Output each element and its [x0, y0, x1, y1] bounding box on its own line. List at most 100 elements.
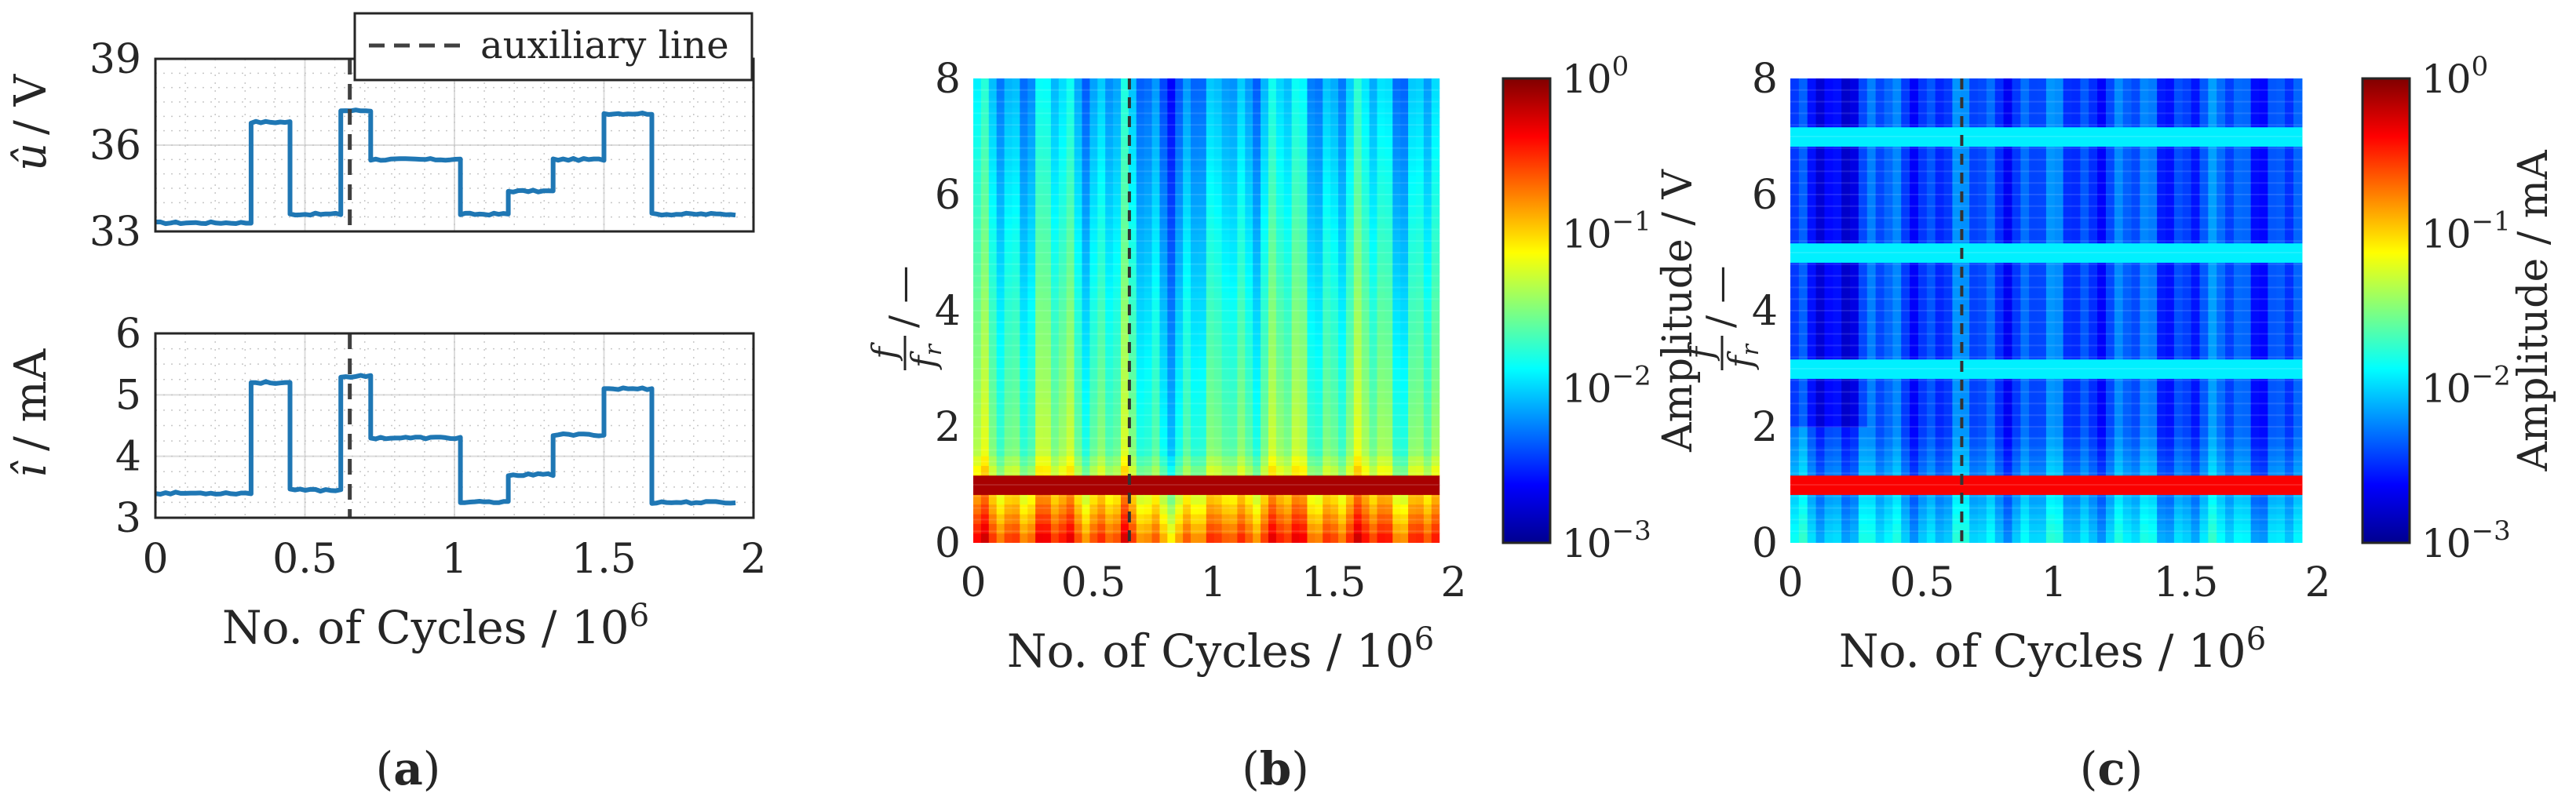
heatmap-cell: [2012, 224, 2021, 234]
heatmap-cell: [996, 340, 1005, 350]
heatmap-cell: [1315, 213, 1323, 224]
heatmap-cell: [1221, 369, 1231, 379]
heatmap-cell: [1884, 146, 1893, 157]
heatmap-cell: [1175, 126, 1184, 137]
heatmap-cell: [1408, 224, 1417, 234]
heatmap-cell: [1369, 504, 1378, 515]
heatmap-cell: [1027, 475, 1036, 486]
heatmap-cell: [1841, 446, 1851, 457]
heatmap-cell: [1408, 369, 1417, 379]
heatmap-cell: [1917, 166, 1928, 176]
heatmap-cell: [1910, 126, 1919, 137]
heatmap-cell: [2054, 494, 2064, 505]
heatmap-cell: [1943, 155, 1954, 166]
heatmap-cell: [1338, 184, 1347, 195]
heatmap-cell: [1035, 262, 1044, 273]
heatmap-cell: [1369, 446, 1378, 457]
heatmap-cell: [1183, 369, 1191, 379]
heatmap-cell: [2045, 359, 2056, 369]
heatmap-cell: [1307, 117, 1315, 128]
heatmap-cell: [1307, 436, 1315, 447]
heatmap-cell: [1917, 107, 1928, 118]
heatmap-cell: [2114, 107, 2124, 118]
heatmap-cell: [2003, 262, 2013, 273]
heatmap-cell: [1151, 417, 1161, 428]
heatmap-cell: [1128, 427, 1137, 437]
heatmap-cell: [1275, 262, 1285, 273]
heatmap-cell: [1268, 204, 1277, 215]
heatmap-cell: [2003, 253, 2013, 263]
heatmap-cell: [1268, 311, 1277, 321]
heatmap-cell: [1884, 311, 1893, 321]
heatmap-cell: [1213, 300, 1223, 311]
heatmap-cell: [1307, 504, 1315, 515]
heatmap-cell: [1901, 88, 1910, 99]
heatmap-cell: [980, 78, 990, 89]
heatmap-cell: [1338, 369, 1347, 379]
heatmap-cell: [1815, 291, 1826, 302]
heatmap-cell: [1159, 242, 1168, 253]
heatmap-cell: [1066, 514, 1075, 524]
heatmap-cell: [980, 388, 990, 399]
heatmap-cell: [1961, 291, 1970, 302]
heatmap-cell: [1020, 146, 1028, 157]
heatmap-cell: [1043, 378, 1052, 389]
heatmap-cell: [1004, 436, 1013, 447]
heatmap-cell: [1307, 88, 1315, 99]
heatmap-cell: [1050, 107, 1060, 118]
heatmap-cell: [1128, 485, 1137, 495]
heatmap-cell: [1408, 213, 1417, 224]
heatmap-cell: [1261, 97, 1269, 108]
heatmap-cell: [1866, 349, 1877, 360]
heatmap-cell: [1043, 195, 1052, 205]
heatmap-cell: [1926, 523, 1936, 534]
heatmap-cell: [2063, 407, 2073, 418]
heatmap-cell: [1245, 213, 1253, 224]
heatmap-cell: [1901, 195, 1910, 205]
heatmap-cell: [1082, 136, 1091, 147]
heatmap-cell: [1058, 378, 1067, 389]
heatmap-cell: [1969, 184, 1979, 195]
heatmap-cell: [1345, 126, 1355, 137]
heatmap-cell: [1268, 475, 1277, 486]
heatmap-cell: [1994, 117, 2005, 128]
heatmap-cell: [1229, 300, 1238, 311]
heatmap-cell: [1815, 155, 1826, 166]
heatmap-cell: [1353, 465, 1363, 476]
heatmap-cell: [1191, 465, 1199, 476]
heatmap-cell: [1167, 146, 1176, 157]
heatmap-cell: [1423, 436, 1432, 447]
heatmap-cell: [1917, 184, 1928, 195]
heatmap-cell: [1986, 417, 1996, 428]
heatmap-cell: [2012, 117, 2021, 128]
heatmap-cell: [1268, 300, 1277, 311]
heatmap-cell: [1082, 388, 1091, 399]
heatmap-cell: [1408, 398, 1417, 408]
heatmap-cell: [1910, 340, 1919, 350]
heatmap-cell: [1917, 88, 1928, 99]
heatmap-cell: [1353, 88, 1363, 99]
heatmap-cell: [1841, 340, 1851, 350]
heatmap-cell: [2054, 88, 2064, 99]
heatmap-cell: [1253, 97, 1261, 108]
heatmap-cell: [1043, 427, 1052, 437]
heatmap-cell: [2097, 262, 2107, 273]
heatmap-cell: [1323, 523, 1331, 534]
heatmap-cell: [1935, 349, 1945, 360]
heatmap-cell: [973, 427, 982, 437]
heatmap-cell: [1027, 533, 1036, 543]
heatmap-cell: [988, 233, 998, 244]
heatmap-cell: [1253, 446, 1261, 457]
heatmap-cell: [1986, 320, 1996, 331]
heatmap-cell: [1824, 300, 1833, 311]
heatmap-cell: [1105, 340, 1114, 350]
heatmap-cell: [1875, 282, 1885, 292]
heatmap-cell: [1815, 88, 1826, 99]
heatmap-cell: [1369, 88, 1378, 99]
heatmap-cell: [1330, 184, 1339, 195]
heatmap-cell: [1136, 233, 1145, 244]
heatmap-cell: [1151, 78, 1161, 89]
heatmap-cell: [1213, 117, 1223, 128]
heatmap-cell: [1353, 340, 1363, 350]
heatmap-cell: [1221, 340, 1231, 350]
